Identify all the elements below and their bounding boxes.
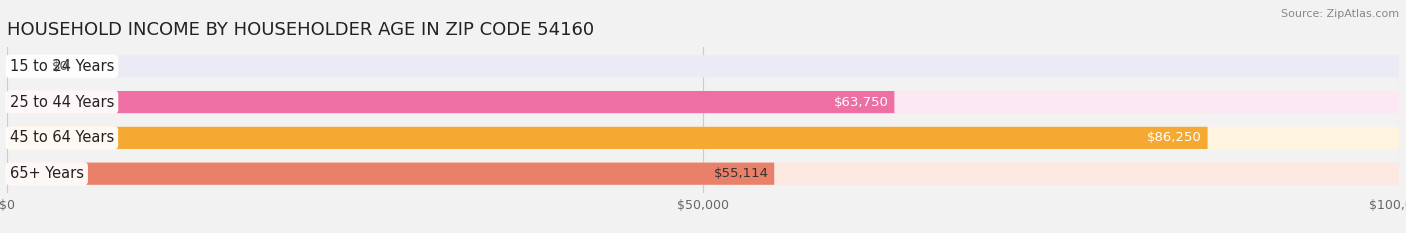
FancyBboxPatch shape bbox=[7, 55, 1399, 77]
Text: $86,250: $86,250 bbox=[1147, 131, 1202, 144]
Text: 15 to 24 Years: 15 to 24 Years bbox=[10, 59, 114, 74]
FancyBboxPatch shape bbox=[7, 91, 1399, 113]
Text: 65+ Years: 65+ Years bbox=[10, 166, 84, 181]
Text: $0: $0 bbox=[52, 60, 69, 73]
FancyBboxPatch shape bbox=[7, 127, 1399, 149]
FancyBboxPatch shape bbox=[7, 163, 775, 185]
Text: 25 to 44 Years: 25 to 44 Years bbox=[10, 95, 114, 110]
Text: $55,114: $55,114 bbox=[714, 167, 769, 180]
Text: HOUSEHOLD INCOME BY HOUSEHOLDER AGE IN ZIP CODE 54160: HOUSEHOLD INCOME BY HOUSEHOLDER AGE IN Z… bbox=[7, 21, 595, 39]
Text: $63,750: $63,750 bbox=[834, 96, 889, 109]
Text: Source: ZipAtlas.com: Source: ZipAtlas.com bbox=[1281, 9, 1399, 19]
FancyBboxPatch shape bbox=[7, 127, 1208, 149]
FancyBboxPatch shape bbox=[7, 163, 1399, 185]
FancyBboxPatch shape bbox=[7, 91, 894, 113]
Text: 45 to 64 Years: 45 to 64 Years bbox=[10, 130, 114, 145]
